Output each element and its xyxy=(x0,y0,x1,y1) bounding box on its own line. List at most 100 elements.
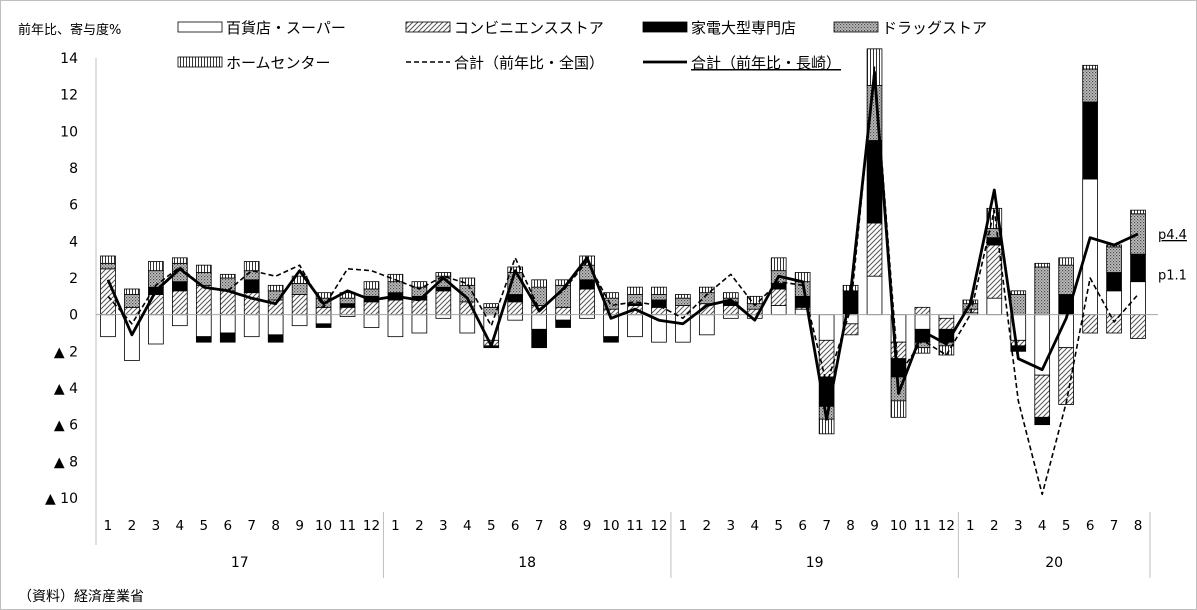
x-tick-label: 8 xyxy=(1134,518,1143,534)
bar-segment-s4-m28 xyxy=(770,257,787,272)
x-tick-label: 1 xyxy=(966,518,975,534)
bar-segment-s2-m19 xyxy=(555,319,571,328)
bar-segment-s4-m41 xyxy=(1082,64,1098,70)
bar-segment-s4-m3 xyxy=(172,257,188,264)
bar-segment-s2-m41 xyxy=(1082,101,1098,180)
bar-segment-s1-m39 xyxy=(1034,374,1051,418)
bar-segment-s2-m7 xyxy=(267,334,284,343)
bar-segment-s1-m5 xyxy=(219,290,236,316)
bar-segment-s3-m40 xyxy=(1058,264,1074,295)
bar-segment-s3-m38 xyxy=(1010,294,1027,316)
bar-segment-s1-m40 xyxy=(1058,347,1074,405)
y-tick-label: 2 xyxy=(69,271,78,287)
bar-segment-s1-m11 xyxy=(363,301,380,316)
x-tick-label: 2 xyxy=(128,518,137,534)
x-tick-label: 7 xyxy=(822,518,831,534)
y-tick-label: ▲ 2 xyxy=(54,344,78,360)
x-tick-label: 5 xyxy=(774,518,783,534)
legend-label-0: 百貨店・スーパー xyxy=(226,19,346,37)
legend-label-5: 合計（前年比・全国） xyxy=(454,54,604,72)
x-tick-label: 4 xyxy=(176,518,185,534)
bar-segment-s0-m4 xyxy=(195,314,212,338)
source-note: （資料）経済産業省 xyxy=(18,589,144,605)
bar-segment-s4-m16 xyxy=(483,303,500,308)
series-line-6 xyxy=(106,71,1139,421)
bar-segment-s0-m9 xyxy=(315,314,332,325)
bar-segment-s2-m20 xyxy=(579,279,595,290)
x-tick-label: 4 xyxy=(463,518,472,534)
x-tick-label: 6 xyxy=(1086,518,1095,534)
bar-segment-s0-m8 xyxy=(291,314,308,327)
y-tick-label: 6 xyxy=(69,198,78,214)
bar-segment-s1-m21 xyxy=(603,308,619,316)
x-tick-label: 10 xyxy=(602,518,619,534)
bar-segment-s3-m24 xyxy=(675,297,691,306)
bar-segment-s3-m43 xyxy=(1130,213,1146,255)
bar-segment-s3-m12 xyxy=(387,281,404,294)
y-tick-label: 10 xyxy=(60,124,78,140)
bar-segment-s4-m12 xyxy=(387,273,404,283)
bar-segment-s1-m43 xyxy=(1130,314,1146,339)
bar-segment-s1-m10 xyxy=(339,306,356,316)
bar-segment-s2-m18 xyxy=(531,328,547,349)
x-tick-label: 9 xyxy=(583,518,592,534)
bar-segment-s1-m1 xyxy=(124,306,140,316)
bar-segment-s0-m2 xyxy=(148,314,164,345)
bar-segment-s2-m42 xyxy=(1106,272,1122,292)
bars-layer xyxy=(100,48,1146,435)
x-tick-label: 1 xyxy=(679,518,688,534)
bar-segment-s0-m14 xyxy=(435,314,452,319)
bar-segment-s0-m0 xyxy=(100,314,116,338)
bar-segment-s0-m25 xyxy=(699,314,715,336)
bar-segment-s0-m20 xyxy=(579,314,595,319)
y-tick-label: 0 xyxy=(69,308,78,324)
bar-segment-s0-m30 xyxy=(818,314,835,341)
bar-segment-s1-m42 xyxy=(1106,314,1122,334)
x-tick-label: 12 xyxy=(650,518,667,534)
bar-segment-s1-m12 xyxy=(387,299,404,316)
y-tick-label: ▲ 6 xyxy=(54,418,78,434)
x-tick-label: 12 xyxy=(938,518,955,534)
x-tick-label: 3 xyxy=(726,518,735,534)
bar-segment-s0-m19 xyxy=(555,314,571,321)
bar-segment-s4-m30 xyxy=(818,418,835,435)
bar-segment-s1-m14 xyxy=(435,290,452,316)
bar-segment-s2-m10 xyxy=(339,303,356,308)
y-tick-label: 14 xyxy=(60,51,78,67)
bar-segment-s0-m17 xyxy=(507,314,524,321)
bar-segment-s4-m14 xyxy=(435,272,452,277)
x-tick-label: 3 xyxy=(439,518,448,534)
y-tick-label: ▲ 10 xyxy=(45,491,78,507)
bar-segment-s1-m13 xyxy=(411,299,428,316)
x-tick-label: 8 xyxy=(559,518,568,534)
bar-segment-s1-m8 xyxy=(291,294,308,316)
bar-segment-s4-m2 xyxy=(148,261,164,272)
year-label: 18 xyxy=(518,555,536,571)
bar-segment-s0-m7 xyxy=(267,314,284,336)
bar-segment-s4-m4 xyxy=(195,264,212,273)
bar-segment-s1-m28 xyxy=(770,288,787,306)
bar-segment-s1-m20 xyxy=(579,288,595,316)
x-tick-label: 2 xyxy=(703,518,712,534)
bar-segment-s4-m24 xyxy=(675,294,691,299)
bar-segment-s2-m37 xyxy=(986,237,1003,246)
x-tick-label: 5 xyxy=(487,518,496,534)
bar-segment-s4-m26 xyxy=(722,292,739,299)
bar-segment-s2-m14 xyxy=(435,286,452,292)
bar-segment-s0-m34 xyxy=(914,314,931,330)
bar-segment-s1-m30 xyxy=(818,339,835,378)
bar-segment-s1-m17 xyxy=(507,301,524,316)
bar-segment-s0-m26 xyxy=(722,314,739,319)
year-label: 20 xyxy=(1045,555,1063,571)
bar-segment-s4-m21 xyxy=(603,292,619,299)
labels-layer: 1 2 3 4 5 6 7 8 9 10 11 12 1 2 3 4 5 6 7 8 9 10 11 12 1 2 3 4 5 6 7 8 9 1… xyxy=(104,228,1187,578)
x-tick-label: 12 xyxy=(363,518,380,534)
bar-segment-s2-m43 xyxy=(1130,253,1146,283)
bar-segment-s0-m6 xyxy=(243,314,260,338)
x-tick-label: 6 xyxy=(511,518,520,534)
bar-segment-s0-m11 xyxy=(363,314,380,328)
bar-segment-s3-m41 xyxy=(1082,68,1098,103)
bar-segment-s0-m12 xyxy=(387,314,404,338)
bar-segment-s2-m17 xyxy=(507,294,524,303)
